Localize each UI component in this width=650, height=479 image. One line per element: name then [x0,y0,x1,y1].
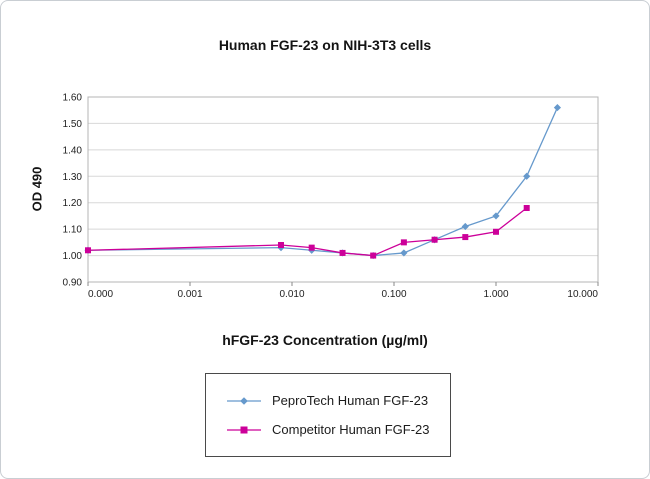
diamond-marker-icon [227,396,261,405]
legend-label: PeproTech Human FGF-23 [272,393,429,408]
y-tick-label: 1.30 [63,172,83,183]
legend: PeproTech Human FGF-23 Competitor Human F… [205,373,451,457]
x-tick-label: 0.100 [381,289,406,300]
x-tick-label: 0.010 [279,289,304,300]
y-tick-label: 1.00 [63,251,83,262]
diamond-marker-icon [400,249,408,257]
series-line [87,207,528,257]
square-marker-icon [308,244,315,251]
diamond-marker-icon [492,212,500,220]
y-tick-label: 0.90 [63,278,83,289]
y-tick-label: 1.50 [63,119,83,130]
y-tick-label: 1.40 [63,145,83,156]
chart-plot-area: 0.90 1.00 1.10 1.20 1.30 1.40 1.50 1.60 0.000 0.0… [63,93,599,300]
x-axis-title: hFGF-23 Concentration (µg/ml) [222,332,428,348]
square-marker-icon [523,205,530,211]
diamond-marker-icon [523,172,531,180]
legend-label: Competitor Human FGF-23 [272,422,430,437]
legend-item: PeproTech Human FGF-23 [206,386,450,415]
x-tick-label: 1.000 [483,289,508,300]
square-marker-icon [227,426,261,433]
x-tick-label: 0.000 [88,289,113,300]
legend-item: Competitor Human FGF-23 [206,415,450,444]
chart-title: Human FGF-23 on NIH-3T3 cells [218,37,432,53]
square-marker-icon [400,239,407,246]
x-tick-label: 0.001 [177,289,202,300]
square-marker-icon [370,252,377,259]
square-marker-icon [277,242,284,248]
y-tick-label: 1.20 [63,198,83,209]
y-tick-label: 1.10 [63,225,83,236]
x-tick-label: 10.000 [567,289,598,300]
square-marker-icon [339,249,346,256]
diamond-marker-icon [461,222,469,231]
square-marker-icon [462,234,469,241]
square-marker-icon [431,236,438,243]
square-marker-icon [493,228,499,235]
square-marker-icon [85,247,91,254]
diamond-marker-icon [553,103,562,112]
y-tick-label: 1.60 [63,93,83,104]
y-axis-title: OD 490 [29,166,45,212]
